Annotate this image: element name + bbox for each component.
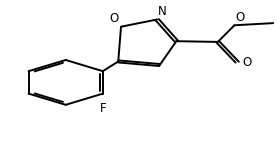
Text: N: N	[158, 5, 167, 18]
Text: O: O	[242, 56, 251, 69]
Text: F: F	[100, 102, 106, 115]
Text: O: O	[236, 11, 245, 24]
Text: O: O	[110, 12, 119, 25]
